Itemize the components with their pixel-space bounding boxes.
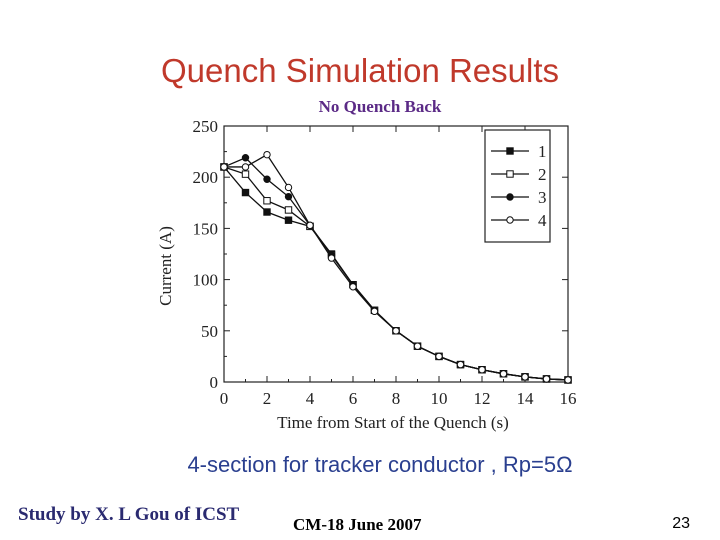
y-tick-label: 100: [193, 271, 219, 290]
data-point: [478, 366, 486, 374]
chart-subtitle: No Quench Back: [318, 97, 442, 116]
data-point: [413, 342, 422, 350]
x-tick-label: 2: [263, 389, 272, 408]
y-axis-label: Current (A): [156, 226, 175, 306]
data-point: [263, 175, 271, 183]
legend-marker: [506, 147, 514, 155]
data-point: [263, 208, 271, 216]
data-point: [370, 307, 379, 316]
data-point: [564, 376, 572, 384]
legend-marker: [506, 193, 514, 201]
data-point: [499, 370, 508, 378]
legend-label: 2: [538, 165, 547, 184]
legend-box: [484, 129, 551, 243]
legend-marker: [506, 216, 514, 224]
footer-event: CM-18 June 2007: [293, 515, 422, 534]
data-point: [263, 150, 271, 159]
legend-label: 4: [538, 211, 547, 230]
x-tick-label: 14: [517, 389, 535, 408]
data-point: [241, 154, 250, 162]
x-tick-label: 16: [560, 389, 577, 408]
x-tick-label: 6: [349, 389, 358, 408]
slide-title: Quench Simulation Results: [160, 52, 560, 89]
data-point: [284, 183, 293, 192]
data-point: [241, 188, 250, 197]
x-tick-label: 8: [392, 389, 401, 408]
y-tick-label: 0: [210, 373, 219, 392]
y-tick-label: 200: [193, 168, 219, 187]
series-lines: [220, 150, 572, 384]
data-point: [327, 254, 336, 262]
footer-credit: Study by X. L Gou of ICST: [18, 504, 240, 525]
data-point: [220, 163, 228, 171]
data-point: [456, 360, 465, 369]
data-point: [284, 206, 293, 214]
data-point: [284, 192, 293, 201]
legend-label: 3: [538, 188, 547, 207]
data-point: [263, 197, 271, 205]
page-number: 23: [672, 515, 690, 532]
x-tick-label: 12: [474, 389, 491, 408]
data-point: [521, 373, 529, 381]
x-tick-label: 0: [220, 389, 229, 408]
legend-marker: [506, 170, 514, 178]
x-axis-label: Time from Start of the Quench (s): [277, 413, 509, 432]
data-point: [435, 352, 443, 361]
x-tick-label: 10: [431, 389, 448, 408]
legend: 1 2 3 4: [484, 129, 551, 243]
series-4: [220, 150, 572, 384]
data-point: [306, 221, 314, 230]
data-point: [284, 216, 293, 224]
y-tick-label: 50: [201, 322, 218, 341]
data-point: [349, 283, 357, 291]
x-tick-label: 4: [306, 389, 315, 408]
data-point: [542, 375, 551, 383]
y-tick-label: 150: [193, 219, 219, 238]
slide-caption: 4-section for tracker conductor , Rp=5Ω: [187, 452, 573, 477]
legend-label: 1: [538, 142, 547, 161]
y-tick-label: 250: [193, 117, 219, 136]
data-point: [241, 170, 250, 178]
data-point: [241, 163, 250, 171]
data-point: [392, 327, 400, 335]
